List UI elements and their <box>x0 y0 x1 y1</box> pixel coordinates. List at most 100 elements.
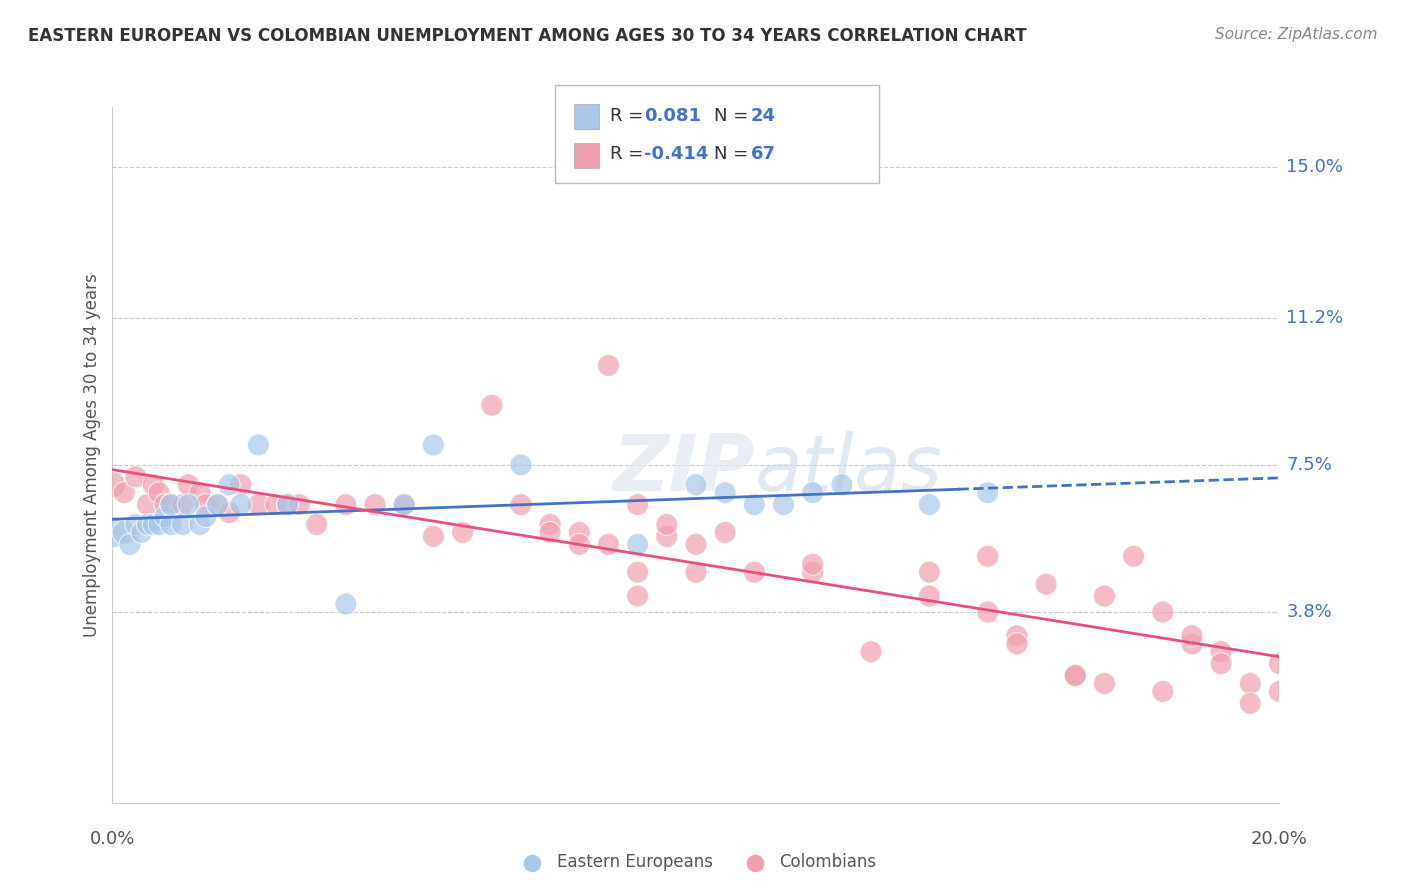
Point <box>1239 676 1261 690</box>
Point <box>160 498 183 512</box>
Point <box>626 537 648 551</box>
Point <box>112 485 135 500</box>
Point <box>136 498 159 512</box>
Point <box>276 498 298 512</box>
Point <box>118 537 141 551</box>
Point <box>1209 657 1232 671</box>
Point <box>976 485 998 500</box>
Point <box>148 517 170 532</box>
Point <box>918 565 941 579</box>
Point <box>305 517 328 532</box>
Point <box>112 525 135 540</box>
Point <box>509 458 531 472</box>
Text: R =: R = <box>610 145 650 163</box>
Point <box>148 485 170 500</box>
Point <box>142 477 165 491</box>
Point <box>136 517 159 532</box>
Point <box>264 498 287 512</box>
Point <box>1181 637 1204 651</box>
Point <box>742 565 765 579</box>
Text: 67: 67 <box>751 145 776 163</box>
Point <box>194 509 217 524</box>
Point <box>509 498 531 512</box>
Point <box>1005 637 1028 651</box>
Point <box>177 498 200 512</box>
Legend: Eastern Europeans, Colombians: Eastern Europeans, Colombians <box>509 847 883 878</box>
Point <box>1209 645 1232 659</box>
Point <box>1152 605 1174 619</box>
Point <box>918 589 941 603</box>
Point <box>568 537 591 551</box>
Text: atlas: atlas <box>754 431 942 507</box>
Text: 0.0%: 0.0% <box>90 830 135 847</box>
Point <box>218 477 240 491</box>
Point <box>188 485 211 500</box>
Point <box>153 498 176 512</box>
Point <box>626 589 648 603</box>
Point <box>801 485 824 500</box>
Point <box>714 485 737 500</box>
Point <box>685 477 707 491</box>
Point <box>598 359 620 373</box>
Point <box>1239 697 1261 711</box>
Point <box>976 605 998 619</box>
Point <box>451 525 474 540</box>
Point <box>742 498 765 512</box>
Text: 24: 24 <box>751 107 776 125</box>
Point <box>422 529 444 543</box>
Point <box>655 517 678 532</box>
Point <box>364 498 387 512</box>
Point <box>229 498 252 512</box>
Point <box>1268 657 1291 671</box>
Point <box>247 498 270 512</box>
Point <box>142 517 165 532</box>
Point <box>859 645 883 659</box>
Point <box>626 498 648 512</box>
Point <box>772 498 794 512</box>
Point <box>131 525 153 540</box>
Point <box>392 498 416 512</box>
Point <box>247 438 270 452</box>
Point <box>125 470 148 484</box>
Point <box>188 517 211 532</box>
Point <box>392 498 416 512</box>
Point <box>976 549 998 564</box>
Text: N =: N = <box>714 107 754 125</box>
Text: -0.414: -0.414 <box>644 145 709 163</box>
Point <box>1064 668 1087 682</box>
Point <box>1092 676 1115 690</box>
Point <box>194 498 217 512</box>
Point <box>229 477 252 491</box>
Point <box>276 498 298 512</box>
Text: ZIP: ZIP <box>612 431 754 507</box>
Point <box>335 597 357 611</box>
Point <box>538 517 561 532</box>
Point <box>598 537 620 551</box>
Point <box>172 517 194 532</box>
Text: EASTERN EUROPEAN VS COLOMBIAN UNEMPLOYMENT AMONG AGES 30 TO 34 YEARS CORRELATION: EASTERN EUROPEAN VS COLOMBIAN UNEMPLOYME… <box>28 27 1026 45</box>
Point <box>481 398 503 412</box>
Text: R =: R = <box>610 107 650 125</box>
Point <box>685 565 707 579</box>
Point <box>1152 684 1174 698</box>
Text: 3.8%: 3.8% <box>1286 603 1333 621</box>
Point <box>918 498 941 512</box>
Point <box>568 525 591 540</box>
Point <box>125 517 148 532</box>
Text: Source: ZipAtlas.com: Source: ZipAtlas.com <box>1215 27 1378 42</box>
Point <box>160 498 183 512</box>
Point <box>101 525 124 540</box>
Point <box>1268 684 1291 698</box>
Point <box>1181 629 1204 643</box>
Text: 11.2%: 11.2% <box>1286 309 1344 326</box>
Point <box>801 558 824 572</box>
Point <box>1064 668 1087 682</box>
Point <box>801 565 824 579</box>
Point <box>172 498 194 512</box>
Text: 15.0%: 15.0% <box>1286 158 1344 176</box>
Point <box>422 438 444 452</box>
Point <box>160 517 183 532</box>
Point <box>714 525 737 540</box>
Point <box>1035 577 1057 591</box>
Point <box>538 525 561 540</box>
